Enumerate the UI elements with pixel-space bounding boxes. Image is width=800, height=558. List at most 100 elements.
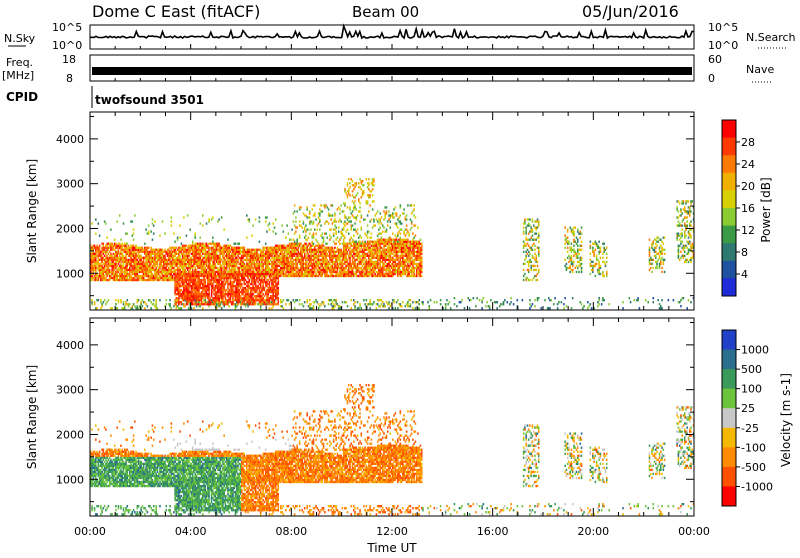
nsearch-label: N.Search bbox=[746, 31, 796, 44]
power-cell bbox=[262, 297, 264, 299]
power-cell bbox=[155, 301, 157, 303]
power-cell bbox=[150, 247, 152, 249]
power-cell bbox=[318, 275, 320, 277]
power-cell bbox=[199, 285, 201, 287]
power-cell bbox=[349, 206, 351, 208]
power-cell bbox=[352, 259, 354, 261]
power-cell bbox=[247, 283, 249, 285]
power-cell bbox=[285, 237, 287, 239]
freq-tick-bottom: 8 bbox=[66, 72, 73, 85]
power-cell bbox=[142, 305, 144, 307]
power-cell bbox=[245, 305, 247, 307]
power-cell bbox=[211, 293, 213, 295]
nsearch-tick-top: 10^5 bbox=[708, 21, 738, 34]
power-cell bbox=[352, 239, 354, 241]
power-cell bbox=[367, 200, 369, 202]
power-cell bbox=[95, 253, 97, 255]
power-cell bbox=[361, 228, 363, 230]
power-cell bbox=[255, 281, 257, 283]
power-cell bbox=[281, 305, 283, 307]
power-cell bbox=[259, 261, 261, 263]
power-cell bbox=[347, 305, 349, 307]
power-cell bbox=[213, 269, 215, 271]
power-cell bbox=[301, 253, 303, 255]
power-cell bbox=[192, 301, 194, 303]
power-cell bbox=[99, 245, 101, 247]
power-cell bbox=[153, 233, 155, 235]
power-cell bbox=[183, 216, 185, 218]
power-cell bbox=[183, 267, 185, 269]
power-cell bbox=[143, 277, 145, 279]
power-cell bbox=[152, 218, 154, 220]
power-cell bbox=[241, 285, 243, 287]
power-cell bbox=[155, 303, 157, 305]
power-cell bbox=[308, 228, 310, 230]
power-cell bbox=[350, 220, 352, 222]
power-cell bbox=[91, 279, 93, 281]
power-cell bbox=[205, 283, 207, 285]
power-cell bbox=[368, 245, 370, 247]
power-cell bbox=[294, 224, 296, 226]
power-cell bbox=[315, 239, 317, 241]
power-cell bbox=[220, 255, 222, 257]
power-cell bbox=[98, 222, 100, 224]
power-cell bbox=[119, 261, 121, 263]
power-cell bbox=[332, 259, 334, 261]
power-cell bbox=[212, 291, 214, 293]
power-cell bbox=[304, 228, 306, 230]
power-cell bbox=[294, 210, 296, 212]
power-cell bbox=[339, 257, 341, 259]
power-cell bbox=[313, 237, 315, 239]
power-cell bbox=[318, 222, 320, 224]
power-cell bbox=[361, 267, 363, 269]
power-cell bbox=[211, 281, 213, 283]
power-cell bbox=[291, 257, 293, 259]
power-cell bbox=[314, 214, 316, 216]
power-cell bbox=[359, 235, 361, 237]
power-cell bbox=[314, 269, 316, 271]
power-cell bbox=[276, 285, 278, 287]
power-cell bbox=[319, 220, 321, 222]
power-cell bbox=[354, 263, 356, 265]
power-cell bbox=[339, 259, 341, 261]
power-cell bbox=[134, 277, 136, 279]
power-cell bbox=[289, 249, 291, 251]
power-cell bbox=[106, 237, 108, 239]
power-cell bbox=[213, 261, 215, 263]
power-cell bbox=[277, 291, 279, 293]
power-cell bbox=[301, 226, 303, 228]
power-cell bbox=[320, 204, 322, 206]
power-cell bbox=[267, 293, 269, 295]
power-cell bbox=[244, 281, 246, 283]
power-cell bbox=[339, 218, 341, 220]
power-cell bbox=[184, 261, 186, 263]
power-cell bbox=[262, 285, 264, 287]
power-cell bbox=[342, 233, 344, 235]
power-cell bbox=[208, 287, 210, 289]
power-cell bbox=[305, 214, 307, 216]
power-cell bbox=[227, 287, 229, 289]
power-cell bbox=[350, 307, 352, 309]
power-cell bbox=[135, 245, 137, 247]
power-cell bbox=[226, 289, 228, 291]
power-cell bbox=[111, 243, 113, 245]
power-cell bbox=[251, 295, 253, 297]
power-cell bbox=[168, 249, 170, 251]
power-cell bbox=[153, 267, 155, 269]
power-cell bbox=[352, 180, 354, 182]
power-cell bbox=[293, 212, 295, 214]
power-cell bbox=[137, 259, 139, 261]
power-cell bbox=[347, 206, 349, 208]
power-cell bbox=[260, 249, 262, 251]
power-cell bbox=[249, 285, 251, 287]
power-cell bbox=[216, 251, 218, 253]
power-cell bbox=[95, 233, 97, 235]
power-cell bbox=[293, 220, 295, 222]
power-cell bbox=[313, 235, 315, 237]
power-cell bbox=[301, 271, 303, 273]
power-cell bbox=[143, 261, 145, 263]
power-cell bbox=[303, 261, 305, 263]
power-cell bbox=[223, 253, 225, 255]
power-cell bbox=[153, 224, 155, 226]
power-cell bbox=[344, 190, 346, 192]
